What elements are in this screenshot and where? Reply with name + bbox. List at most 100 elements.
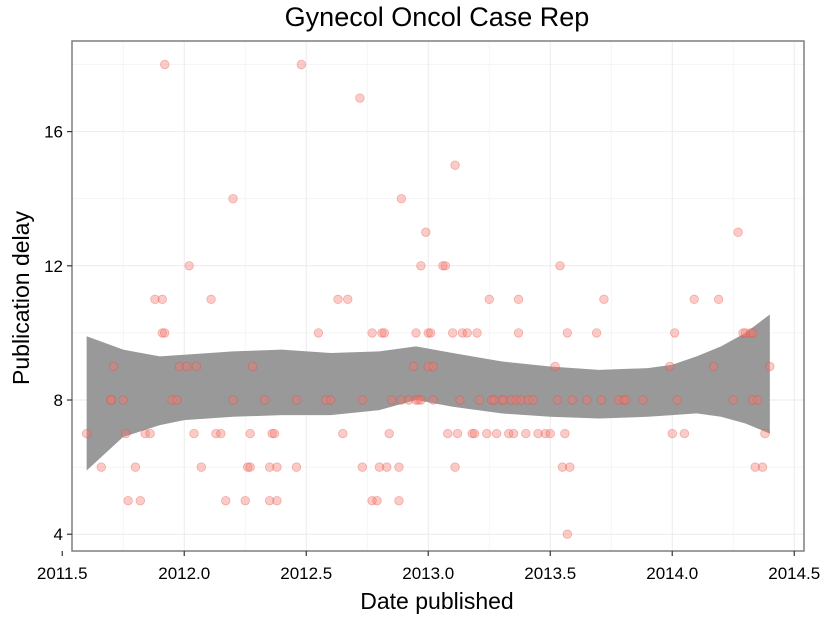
data-point [596, 395, 607, 405]
smooth-band [86, 314, 770, 471]
data-point [669, 328, 680, 338]
data-point [321, 395, 331, 405]
data-point [245, 462, 255, 472]
data-point [296, 59, 307, 70]
data-point [428, 395, 438, 405]
x-tick-label: 2011.5 [37, 564, 88, 583]
data-point [272, 495, 282, 506]
data-point [621, 395, 631, 405]
data-point [135, 495, 146, 506]
data-point [245, 428, 255, 439]
data-point [428, 361, 438, 372]
data-point [367, 328, 377, 338]
data-point [562, 529, 573, 539]
data-point [291, 395, 302, 405]
plot-border [71, 40, 805, 552]
data-point [313, 328, 324, 338]
data-point [130, 462, 141, 472]
data-point [745, 328, 756, 338]
data-point [228, 395, 238, 405]
data-point [667, 428, 677, 439]
data-point [172, 395, 182, 405]
data-point [386, 395, 397, 405]
data-point [242, 462, 253, 472]
data-point [338, 428, 348, 439]
data-point [728, 395, 738, 405]
data-point [513, 328, 524, 338]
data-point [355, 93, 365, 103]
data-point [540, 428, 551, 439]
data-point [240, 495, 250, 506]
data-point [181, 361, 192, 372]
data-point [496, 395, 507, 405]
data-point [384, 428, 394, 439]
data-point [333, 294, 343, 305]
data-point [106, 395, 116, 405]
data-point [523, 395, 533, 405]
data-point [733, 227, 743, 237]
data-point [486, 395, 497, 405]
data-point [123, 495, 133, 506]
data-point [423, 328, 433, 338]
data-point [150, 294, 160, 305]
data-point [408, 361, 419, 372]
data-point [160, 59, 170, 70]
data-point [108, 361, 119, 372]
data-point [474, 395, 485, 405]
data-point [489, 395, 499, 405]
data-point [513, 294, 524, 305]
data-point [506, 395, 516, 405]
data-point [752, 395, 763, 405]
data-point [404, 395, 414, 405]
y-tick-label: 16 [44, 123, 63, 142]
y-tick-label: 12 [44, 257, 63, 276]
data-point [482, 428, 492, 439]
data-point [552, 395, 563, 405]
data-point [738, 328, 748, 338]
data-point [499, 395, 509, 405]
y-axis-label: Publication delay [8, 211, 34, 385]
x-tick-label: 2012.0 [158, 564, 210, 583]
data-point [750, 462, 760, 472]
data-point [469, 428, 480, 439]
data-point [189, 428, 199, 439]
data-point [452, 428, 463, 439]
chart-title: Gynecol Oncol Case Rep [285, 2, 590, 32]
y-axis: 4 8 12 16 [44, 123, 72, 544]
data-point [450, 160, 460, 170]
data-point [140, 428, 150, 439]
data-point [567, 395, 577, 405]
data-point [511, 395, 521, 405]
data-point [416, 261, 426, 271]
data-point [565, 462, 575, 472]
data-point [374, 462, 385, 472]
y-tick-label: 4 [54, 525, 63, 544]
data-point [599, 294, 609, 305]
data-point [618, 395, 629, 405]
data-point [740, 328, 751, 338]
x-tick-label: 2014.0 [646, 564, 698, 583]
x-axis-label: Date published [360, 588, 513, 614]
data-point [221, 495, 231, 506]
data-point [665, 361, 675, 372]
data-point [145, 428, 155, 439]
data-point [423, 361, 433, 372]
data-point [211, 428, 221, 439]
data-point [343, 294, 353, 305]
data-point [555, 261, 565, 271]
data-point [396, 395, 407, 405]
data-point [372, 495, 382, 506]
data-point [191, 361, 202, 372]
data-point [367, 495, 377, 506]
data-point [196, 462, 207, 472]
data-point [264, 495, 275, 506]
x-tick-label: 2012.5 [280, 564, 332, 583]
data-point [411, 395, 421, 405]
data-point [508, 428, 519, 439]
data-point [216, 428, 226, 439]
data-point [81, 428, 92, 439]
data-point [472, 328, 482, 338]
data-point [443, 428, 453, 439]
